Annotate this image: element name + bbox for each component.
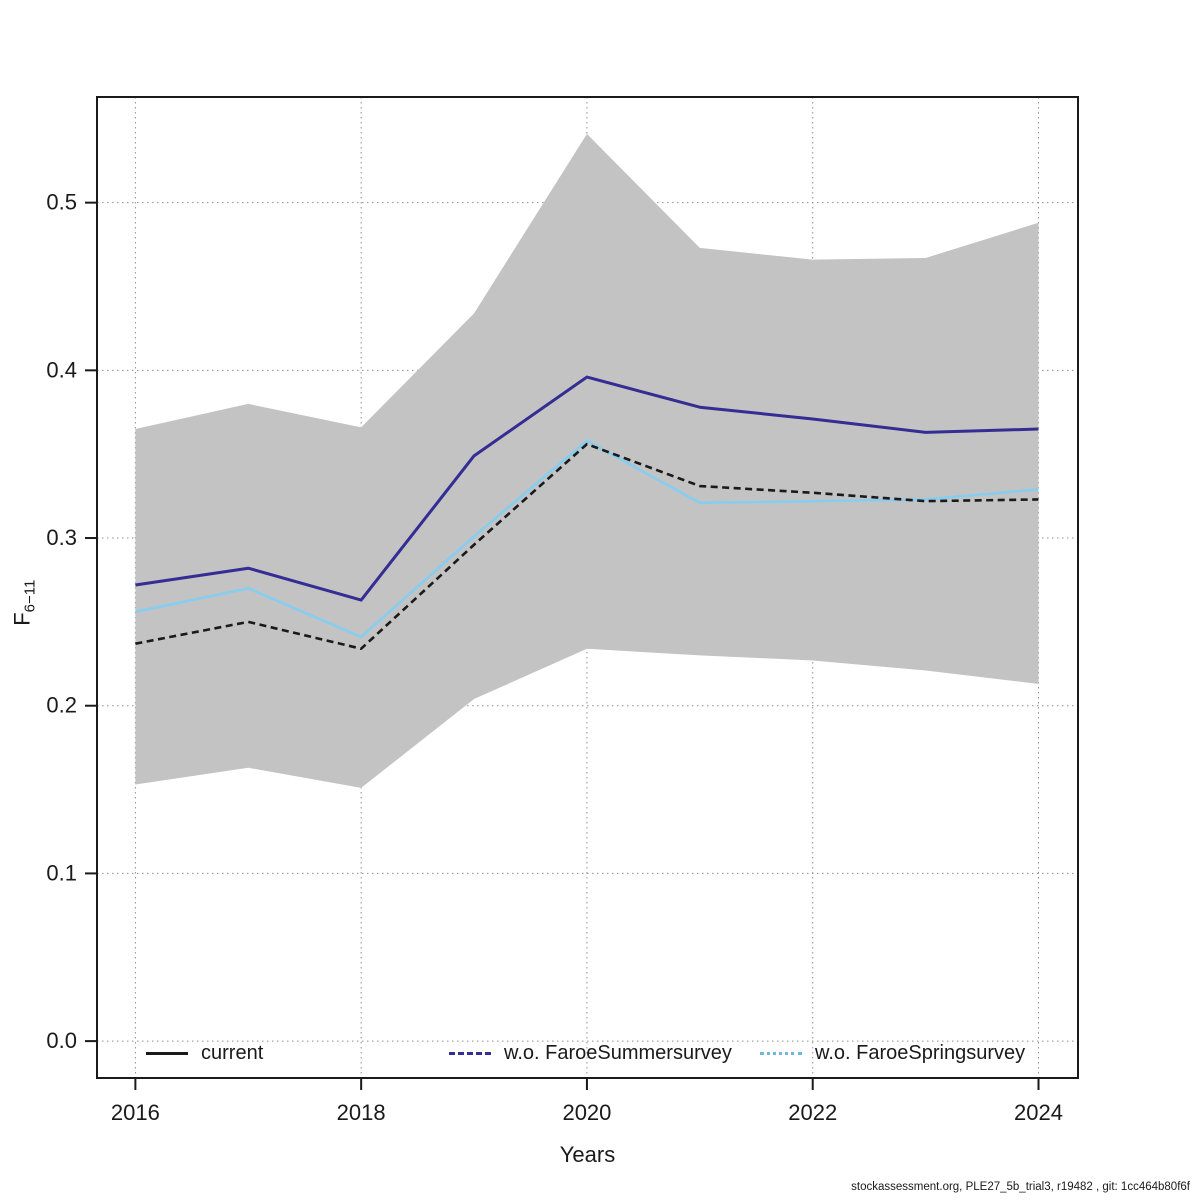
x-tick-label: 2018 (337, 1100, 386, 1125)
confidence-band (135, 133, 1039, 788)
legend-label-spring: w.o. FaroeSpringsurvey (815, 1041, 1026, 1064)
legend-label-current: current (201, 1041, 264, 1064)
legend-key-current-line (146, 1051, 188, 1055)
x-tick-label: 2024 (1014, 1100, 1063, 1125)
x-tick-label: 2022 (788, 1100, 837, 1125)
y-tick-label: 0.3 (46, 525, 77, 550)
x-axis-title: Years (559, 1142, 616, 1167)
legend-item-current: current (146, 1040, 263, 1066)
series-line-spring (135, 439, 1039, 639)
legend-item-summer: w.o. FaroeSummersurvey (449, 1040, 732, 1066)
legend-key-summer-line (449, 1051, 491, 1055)
series-line-summer (135, 375, 1039, 602)
legend-item-spring: w.o. FaroeSpringsurvey (760, 1040, 1025, 1066)
x-tick-label: 2016 (111, 1100, 160, 1125)
y-tick-label: 0.5 (46, 190, 77, 215)
y-axis-title-main: F (9, 612, 35, 626)
series-line-current (135, 442, 1039, 651)
y-axis-title-sub: 6−11 (21, 579, 39, 613)
y-tick-label: 0.1 (46, 860, 77, 885)
y-tick-label: 0.4 (46, 357, 77, 382)
y-tick-label: 0.0 (46, 1028, 77, 1053)
y-axis-title: F6−11 (9, 543, 38, 663)
footer-note: stockassessment.org, PLE27_5b_trial3, r1… (851, 1181, 1190, 1193)
x-tick-label: 2020 (562, 1100, 611, 1125)
legend-label-summer: w.o. FaroeSummersurvey (504, 1041, 732, 1064)
legend-key-spring-line (760, 1051, 802, 1055)
y-tick-label: 0.2 (46, 693, 77, 718)
